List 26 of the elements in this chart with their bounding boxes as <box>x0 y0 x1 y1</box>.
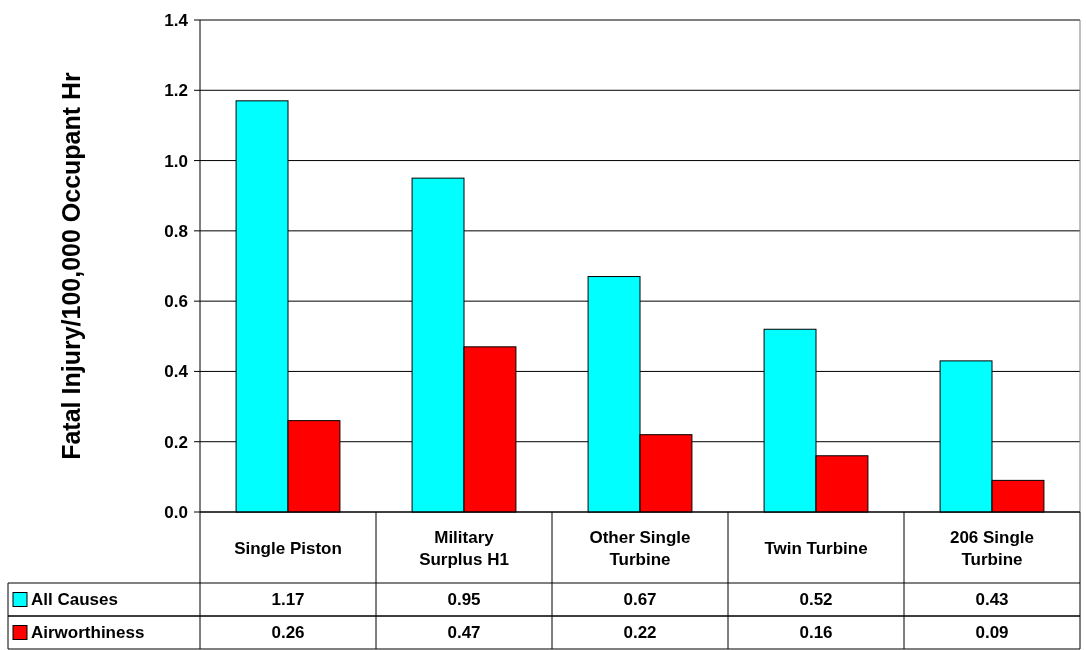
data-label: 0.16 <box>799 623 833 643</box>
y-tick-label: 1.4 <box>164 10 189 30</box>
x-tick-label: Other Single Turbine <box>589 527 691 569</box>
y-axis-title: Fatal Injury/100,000 Occupant Hr <box>57 71 85 460</box>
data-label: 0.47 <box>447 623 481 643</box>
data-label: 0.43 <box>975 590 1009 610</box>
y-tick-label: 0.4 <box>164 362 189 382</box>
y-tick-label: 0.8 <box>164 221 188 241</box>
data-label: 0.52 <box>799 590 833 610</box>
x-tick-label: Twin Turbine <box>764 538 868 558</box>
data-label: 0.22 <box>623 623 657 643</box>
y-tick-label: 0.2 <box>164 432 188 452</box>
x-tick-label: Single Piston <box>234 538 342 558</box>
x-tick-label: Military Surplus H1 <box>419 527 509 569</box>
data-label: 0.26 <box>271 623 305 643</box>
data-label: 1.17 <box>271 590 305 610</box>
legend-label: All Causes <box>31 590 118 610</box>
x-tick-label: 206 Single Turbine <box>949 527 1035 569</box>
y-tick-label: 1.0 <box>164 151 188 171</box>
y-tick-label: 0.0 <box>164 502 188 522</box>
y-tick-label: 0.6 <box>164 292 188 312</box>
legend-label: Airworthiness <box>31 623 145 643</box>
y-tick-label: 1.2 <box>164 81 188 101</box>
data-label: 0.09 <box>975 623 1009 643</box>
data-label: 0.67 <box>623 590 657 610</box>
data-label: 0.95 <box>447 590 481 610</box>
